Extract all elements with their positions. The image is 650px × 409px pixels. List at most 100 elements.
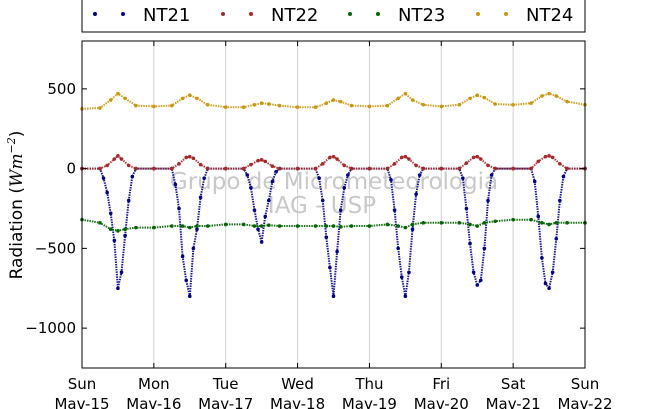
point-nt22-19 <box>256 158 260 163</box>
point-nt22-35 <box>399 155 404 160</box>
point-nt22-30 <box>342 163 347 168</box>
y-axis-label: Radiation (Wm−2) <box>5 131 27 280</box>
point-nt21-81 <box>558 198 562 203</box>
point-nt21-33 <box>270 179 275 184</box>
point-nt24-38 <box>540 94 544 98</box>
point-nt24-17 <box>277 103 282 108</box>
point-nt23-6 <box>152 225 156 230</box>
point-nt21-3 <box>105 190 109 195</box>
point-nt21-39 <box>320 198 325 203</box>
x-tick-label-day-1: Mon <box>138 375 170 393</box>
legend-entries: NT21 NT22 NT23 NT24 <box>93 5 573 26</box>
point-nt24-14 <box>252 103 257 107</box>
point-nt22-39 <box>421 166 426 171</box>
point-nt23-33 <box>475 224 480 228</box>
point-nt21-53 <box>399 275 404 279</box>
point-nt24-1 <box>98 106 102 110</box>
legend-marker-nt24-b <box>504 12 508 16</box>
point-nt24-3 <box>116 91 120 96</box>
point-nt23-22 <box>338 225 343 229</box>
point-nt24-37 <box>529 101 533 106</box>
legend-marker-nt21-b <box>121 12 125 16</box>
point-nt22-13 <box>191 156 196 161</box>
x-tick-label-day-6: Sat <box>501 375 526 393</box>
point-nt24-15 <box>259 101 264 106</box>
point-nt23-13 <box>241 222 246 227</box>
point-nt22-38 <box>414 163 418 168</box>
point-nt24-41 <box>565 99 569 104</box>
point-nt22-48 <box>511 166 515 171</box>
point-nt21-74 <box>532 179 537 184</box>
point-nt22-55 <box>565 166 569 171</box>
point-nt21-6 <box>116 286 120 291</box>
y-axis-label-math: Wm <box>7 153 27 187</box>
point-nt22-7 <box>134 166 138 171</box>
watermark-line-2: IAG - USP <box>268 193 376 219</box>
point-nt23-3 <box>116 229 120 233</box>
legend-label-nt21: NT21 <box>143 5 190 26</box>
point-nt23-27 <box>403 225 408 230</box>
point-nt23-18 <box>295 224 300 228</box>
point-nt22-23 <box>277 166 282 171</box>
x-axis: Sun Mav-15 Mon Mav-16 Tue Mav-17 Wed Mav-18 Thu M… <box>54 41 613 409</box>
point-nt23-9 <box>187 225 192 230</box>
point-nt24-4 <box>123 96 127 101</box>
point-nt22-3 <box>112 157 117 161</box>
point-nt21-80 <box>554 236 559 241</box>
point-nt23-7 <box>170 224 174 228</box>
y-axis-label-close: ) <box>7 131 27 138</box>
point-nt21-56 <box>410 227 415 232</box>
point-nt21-45 <box>342 185 347 190</box>
y-axis-label-exponent: −2 <box>5 137 18 153</box>
point-nt21-29 <box>256 227 260 232</box>
point-nt22-49 <box>529 166 533 171</box>
point-nt24-10 <box>195 96 199 101</box>
point-nt23-38 <box>540 221 544 225</box>
point-nt21-5 <box>112 238 117 243</box>
point-nt24-32 <box>468 96 472 101</box>
point-nt21-4 <box>108 211 113 216</box>
point-nt21-55 <box>407 270 411 275</box>
point-nt24-19 <box>313 105 318 109</box>
point-nt22-32 <box>367 166 372 171</box>
point-nt22-15 <box>205 166 210 171</box>
point-nt23-20 <box>324 224 329 228</box>
point-nt24-20 <box>324 101 329 106</box>
point-nt21-7 <box>119 270 124 275</box>
x-tick-label-day-5: Fri <box>432 375 450 393</box>
x-tick-label-day-0: Sun <box>68 375 97 393</box>
point-nt24-27 <box>403 91 408 96</box>
legend-marker-nt24-a <box>476 12 480 16</box>
point-nt22-52 <box>547 154 551 158</box>
point-nt24-2 <box>108 98 113 102</box>
legend-marker-nt22-b <box>249 12 253 16</box>
point-nt22-28 <box>331 154 336 159</box>
legend-frame <box>81 0 586 33</box>
x-tick-label-date-6: Mav-21 <box>486 395 541 409</box>
point-nt21-19 <box>191 246 196 251</box>
legend-label-nt22: NT22 <box>271 5 318 26</box>
point-nt23-17 <box>277 224 282 228</box>
point-nt21-28 <box>252 208 257 212</box>
point-nt24-16 <box>267 102 271 106</box>
point-nt22-47 <box>493 166 497 171</box>
point-nt21-82 <box>561 174 566 179</box>
point-nt22-10 <box>177 162 181 166</box>
point-nt21-9 <box>126 198 131 203</box>
point-nt24-6 <box>152 104 156 109</box>
point-nt23-2 <box>108 227 113 232</box>
point-nt21-64 <box>468 241 472 246</box>
point-nt21-46 <box>346 173 350 177</box>
y-axis-label-text: Radiation ( <box>7 187 27 279</box>
point-nt23-24 <box>367 224 372 228</box>
point-nt21-18 <box>187 294 192 299</box>
point-nt23-41 <box>565 221 569 225</box>
point-nt24-28 <box>410 98 415 102</box>
point-nt23-31 <box>457 221 462 225</box>
point-nt21-51 <box>392 208 397 212</box>
point-nt23-11 <box>205 224 210 228</box>
point-nt22-37 <box>407 157 411 161</box>
point-nt24-9 <box>187 93 192 98</box>
x-tick-label-date-3: Mav-18 <box>270 395 325 409</box>
point-nt21-57 <box>414 192 418 196</box>
